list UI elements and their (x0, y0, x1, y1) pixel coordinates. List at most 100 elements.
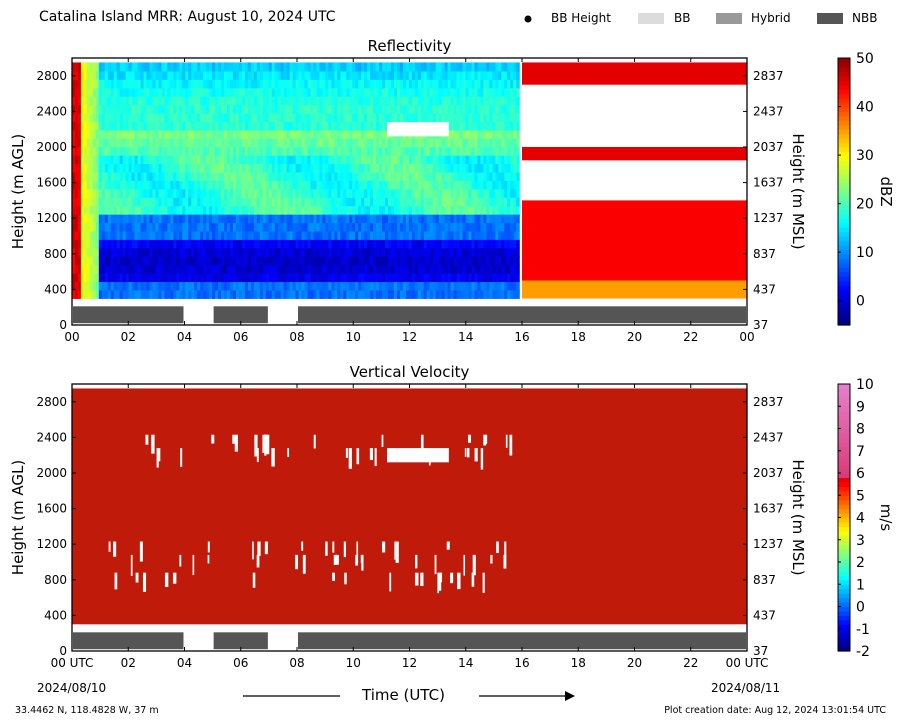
reflectivity-cell (292, 79, 297, 89)
reflectivity-cell (259, 188, 264, 198)
reflectivity-cell (89, 197, 94, 207)
reflectivity-cell (221, 281, 225, 291)
reflectivity-cell (364, 205, 368, 215)
reflectivity-cell (316, 87, 321, 97)
reflectivity-cell (340, 222, 344, 232)
reflectivity-cell (358, 273, 362, 283)
reflectivity-cell (474, 214, 479, 224)
reflectivity-cell (313, 273, 318, 283)
reflectivity-cell (110, 121, 115, 131)
reflectivity-cell (295, 197, 300, 207)
reflectivity-cell (298, 180, 303, 190)
reflectivity-cell (280, 96, 285, 106)
reflectivity-cell (480, 289, 485, 299)
reflectivity-cell (337, 188, 341, 198)
reflectivity-cell (128, 180, 133, 190)
velocity-gap (252, 572, 256, 588)
reflectivity-cell (218, 205, 222, 215)
reflectivity-cell (203, 171, 207, 181)
reflectivity-cell (119, 264, 124, 274)
reflectivity-cell (227, 79, 231, 89)
reflectivity-cell (364, 222, 368, 232)
reflectivity-cell (462, 138, 467, 148)
reflectivity-cell (83, 171, 88, 181)
reflectivity-cell (77, 146, 82, 156)
reflectivity-cell (459, 188, 464, 198)
reflectivity-cell (352, 62, 356, 72)
reflectivity-cell (158, 121, 163, 131)
reflectivity-cell (319, 87, 324, 97)
reflectivity-cell (77, 239, 82, 249)
reflectivity-cell (104, 112, 109, 123)
reflectivity-cell (86, 121, 91, 131)
reflectivity-cell (247, 171, 252, 181)
reflectivity-cell (209, 264, 213, 274)
reflectivity-cell (322, 205, 327, 215)
reflectivity-cell (116, 138, 121, 148)
reflectivity-cell (113, 247, 118, 257)
reflectivity-cell (197, 205, 201, 215)
reflectivity-cell (444, 205, 449, 215)
reflectivity-cell (367, 239, 371, 249)
reflectivity-cell (227, 273, 231, 283)
reflectivity-cell (268, 171, 273, 181)
reflectivity-cell (232, 155, 237, 165)
reflectivity-cell (495, 289, 499, 299)
reflectivity-cell (507, 222, 511, 232)
reflectivity-cell (385, 264, 389, 274)
reflectivity-cell (161, 87, 166, 97)
reflectivity-cell (477, 121, 482, 131)
reflectivity-cell (319, 197, 324, 207)
reflectivity-cell (80, 230, 85, 240)
reflectivity-cell (399, 104, 404, 114)
reflectivity-cell (89, 104, 94, 114)
reflectivity-cell (456, 197, 461, 207)
reflectivity-cell (447, 70, 452, 80)
reflectivity-cell (396, 87, 401, 97)
reflectivity-cell (462, 70, 467, 80)
reflectivity-cell (441, 247, 446, 257)
reflectivity-cell (388, 112, 392, 123)
reflectivity-cell (471, 155, 476, 165)
reflectivity-cell (72, 96, 76, 106)
reflectivity-cell (361, 247, 365, 257)
reflectivity-cell (188, 247, 192, 257)
reflectivity-cell (256, 129, 261, 139)
reflectivity-cell (256, 121, 261, 131)
reflectivity-cell (122, 256, 127, 266)
reflectivity-cell (215, 62, 219, 72)
reflectivity-cell (280, 62, 285, 72)
reflectivity-cell (453, 104, 458, 114)
reflectivity-cell (274, 87, 279, 97)
reflectivity-cell (235, 289, 240, 299)
reflectivity-cell (340, 104, 344, 114)
reflectivity-cell (417, 138, 422, 148)
reflectivity-cell (373, 281, 377, 291)
reflectivity-cell (361, 256, 365, 266)
reflectivity-cell (349, 289, 353, 299)
reflectivity-cell (155, 273, 160, 283)
reflectivity-cell (492, 239, 496, 249)
reflectivity-cell (104, 155, 109, 165)
reflectivity-cell (379, 87, 383, 97)
reflectivity-cell (116, 155, 121, 165)
reflectivity-cell (259, 96, 264, 106)
station-location: 33.4462 N, 118.4828 W, 37 m (15, 705, 159, 716)
reflectivity-cell (304, 222, 309, 232)
reflectivity-cell (107, 79, 112, 89)
reflectivity-cell (72, 230, 76, 240)
reflectivity-cell (373, 188, 377, 198)
reflectivity-cell (331, 96, 335, 106)
reflectivity-cell (304, 180, 309, 190)
reflectivity-cell (197, 104, 201, 114)
reflectivity-cell (113, 146, 118, 156)
reflectivity-cell (447, 96, 452, 106)
velocity-colorbar-tick-label: 3 (856, 533, 865, 549)
reflectivity-cell (501, 138, 505, 148)
reflectivity-cell (444, 180, 449, 190)
reflectivity-cell (295, 62, 300, 72)
reflectivity-cell (212, 247, 216, 257)
reflectivity-cell (77, 230, 82, 240)
reflectivity-cell (510, 264, 514, 274)
reflectivity-cell (513, 180, 517, 190)
